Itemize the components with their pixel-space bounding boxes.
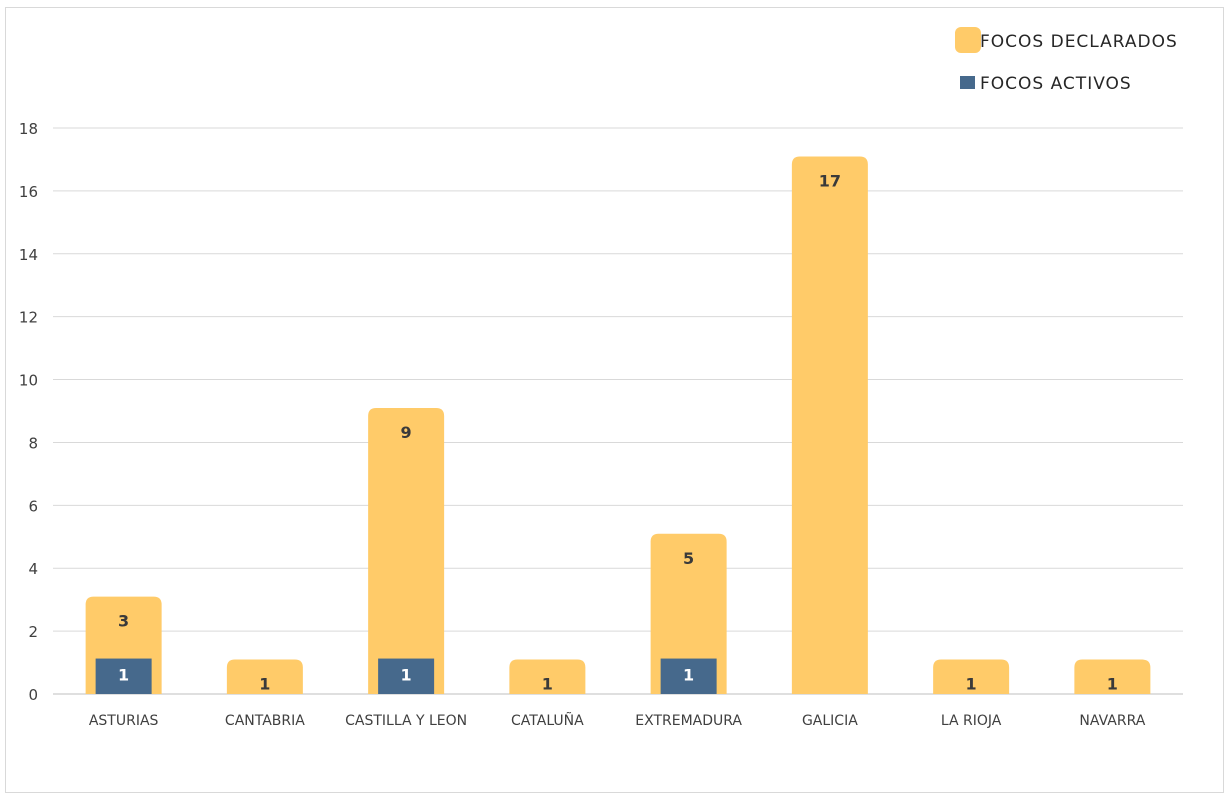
bar-focos-declarados-cataluna bbox=[509, 659, 586, 694]
bar-focos-activos-extremadura bbox=[660, 658, 717, 694]
legend-swatch-focos-declarados bbox=[955, 27, 981, 53]
x-category-label-castilla-y-leon: CASTILLA Y LEON bbox=[345, 713, 467, 729]
bar-focos-declarados-cantabria bbox=[226, 659, 303, 694]
x-category-label-galicia: GALICIA bbox=[802, 713, 858, 729]
data-label-focos-declarados-asturias: 3 bbox=[118, 612, 129, 631]
bars: 3 1 1 9 1 1 5 1 17 1 1 bbox=[85, 156, 1151, 694]
bar-focos-declarados-la-rioja bbox=[933, 659, 1010, 694]
data-label-focos-declarados-cataluna: 1 bbox=[542, 675, 553, 694]
legend: FOCOS DECLARADOS FOCOS ACTIVOS bbox=[955, 27, 1178, 94]
y-tick-label: 4 bbox=[28, 560, 38, 578]
bar-focos-declarados-extremadura bbox=[650, 533, 727, 694]
x-category-label-navarra: NAVARRA bbox=[1079, 713, 1145, 729]
legend-label-focos-activos: FOCOS ACTIVOS bbox=[980, 74, 1132, 94]
data-label-focos-declarados-la-rioja: 1 bbox=[966, 675, 977, 694]
chart-frame bbox=[5, 7, 1224, 793]
y-tick-label: 2 bbox=[28, 623, 38, 641]
gridlines bbox=[53, 127, 1183, 695]
x-category-label-la-rioja: LA RIOJA bbox=[941, 713, 1002, 729]
bar-focos-declarados-galicia bbox=[791, 156, 868, 694]
y-axis: 0 2 4 6 8 10 12 14 16 18 bbox=[19, 120, 38, 704]
y-tick-label: 0 bbox=[28, 686, 38, 704]
y-tick-label: 18 bbox=[19, 120, 38, 138]
legend-swatch-focos-activos bbox=[960, 76, 975, 89]
y-tick-label: 6 bbox=[28, 497, 38, 515]
data-label-focos-declarados-galicia: 17 bbox=[819, 171, 841, 190]
y-tick-label: 12 bbox=[19, 309, 38, 327]
data-label-focos-declarados-cantabria: 1 bbox=[259, 675, 270, 694]
legend-label-focos-declarados: FOCOS DECLARADOS bbox=[980, 32, 1178, 52]
data-label-focos-activos-castilla-y-leon: 1 bbox=[401, 666, 412, 685]
data-label-focos-declarados-navarra: 1 bbox=[1107, 675, 1118, 694]
bar-focos-activos-castilla-y-leon bbox=[378, 658, 435, 694]
x-axis: ASTURIAS CANTABRIA CASTILLA Y LEON CATALUÑA… bbox=[89, 712, 1146, 729]
data-label-focos-declarados-extremadura: 5 bbox=[683, 549, 694, 568]
bar-focos-declarados-navarra bbox=[1074, 659, 1151, 694]
data-label-focos-activos-extremadura: 1 bbox=[683, 666, 694, 685]
y-tick-label: 14 bbox=[19, 246, 38, 264]
bar-focos-declarados-castilla-y-leon bbox=[368, 408, 445, 694]
bar-focos-activos-asturias bbox=[95, 658, 152, 694]
y-tick-label: 16 bbox=[19, 183, 38, 201]
y-tick-label: 10 bbox=[19, 372, 38, 390]
y-tick-label: 8 bbox=[28, 434, 38, 452]
data-label-focos-activos-asturias: 1 bbox=[118, 666, 129, 685]
x-category-label-cantabria: CANTABRIA bbox=[225, 713, 305, 729]
data-label-focos-declarados-castilla-y-leon: 9 bbox=[401, 423, 412, 442]
x-category-label-extremadura: EXTREMADURA bbox=[635, 713, 742, 729]
x-category-label-cataluna: CATALUÑA bbox=[511, 712, 584, 729]
x-category-label-asturias: ASTURIAS bbox=[89, 713, 159, 729]
